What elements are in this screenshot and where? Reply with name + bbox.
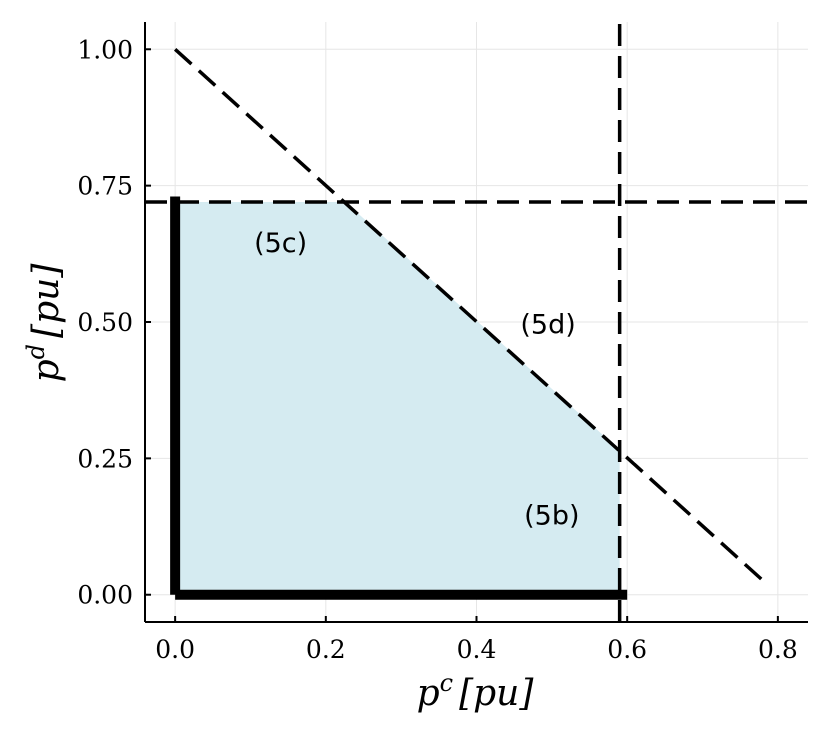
x-tick-label: 0.2 <box>306 635 346 664</box>
x-axis-label-unit: [pu] <box>459 673 534 714</box>
x-tick-label: 0.0 <box>155 635 195 664</box>
y-axis-label-sup: d <box>22 344 50 359</box>
y-axis-label: pd [pu] <box>22 263 67 383</box>
tick-labels: 0.0 0.2 0.4 0.6 0.8 0.00 0.25 0.50 0.75 1.00 <box>77 35 797 664</box>
annotation-label: (5c) <box>254 228 307 259</box>
feasible-region-polygon <box>175 202 620 595</box>
x-tick-label: 0.6 <box>607 635 647 664</box>
annotation-label: (5d) <box>520 310 575 341</box>
y-tick-label: 0.75 <box>77 172 133 201</box>
annotation-label: (5b) <box>524 501 579 532</box>
x-tick-label: 0.4 <box>457 635 497 664</box>
x-tick-label: 0.8 <box>758 635 798 664</box>
boundary-lines <box>170 196 628 600</box>
x-axis-label: pc [pu] <box>417 669 535 714</box>
feasible-region <box>175 202 620 595</box>
axes <box>144 22 808 623</box>
constraint-line-5d <box>173 47 768 586</box>
y-axis-label-unit: [pu] <box>26 263 67 338</box>
y-axis-label-base: p <box>26 359 67 382</box>
x-axis-label-base: p <box>417 673 440 714</box>
constraint-lines <box>145 22 808 622</box>
y-tick-label: 1.00 <box>77 35 133 64</box>
x-axis-label-sup: c <box>440 669 453 697</box>
y-tick-label: 0.00 <box>77 581 133 610</box>
y-tick-label: 0.25 <box>77 444 133 473</box>
annotations: (5c) (5d) (5b) <box>254 228 579 532</box>
y-tick-label: 0.50 <box>77 308 133 337</box>
